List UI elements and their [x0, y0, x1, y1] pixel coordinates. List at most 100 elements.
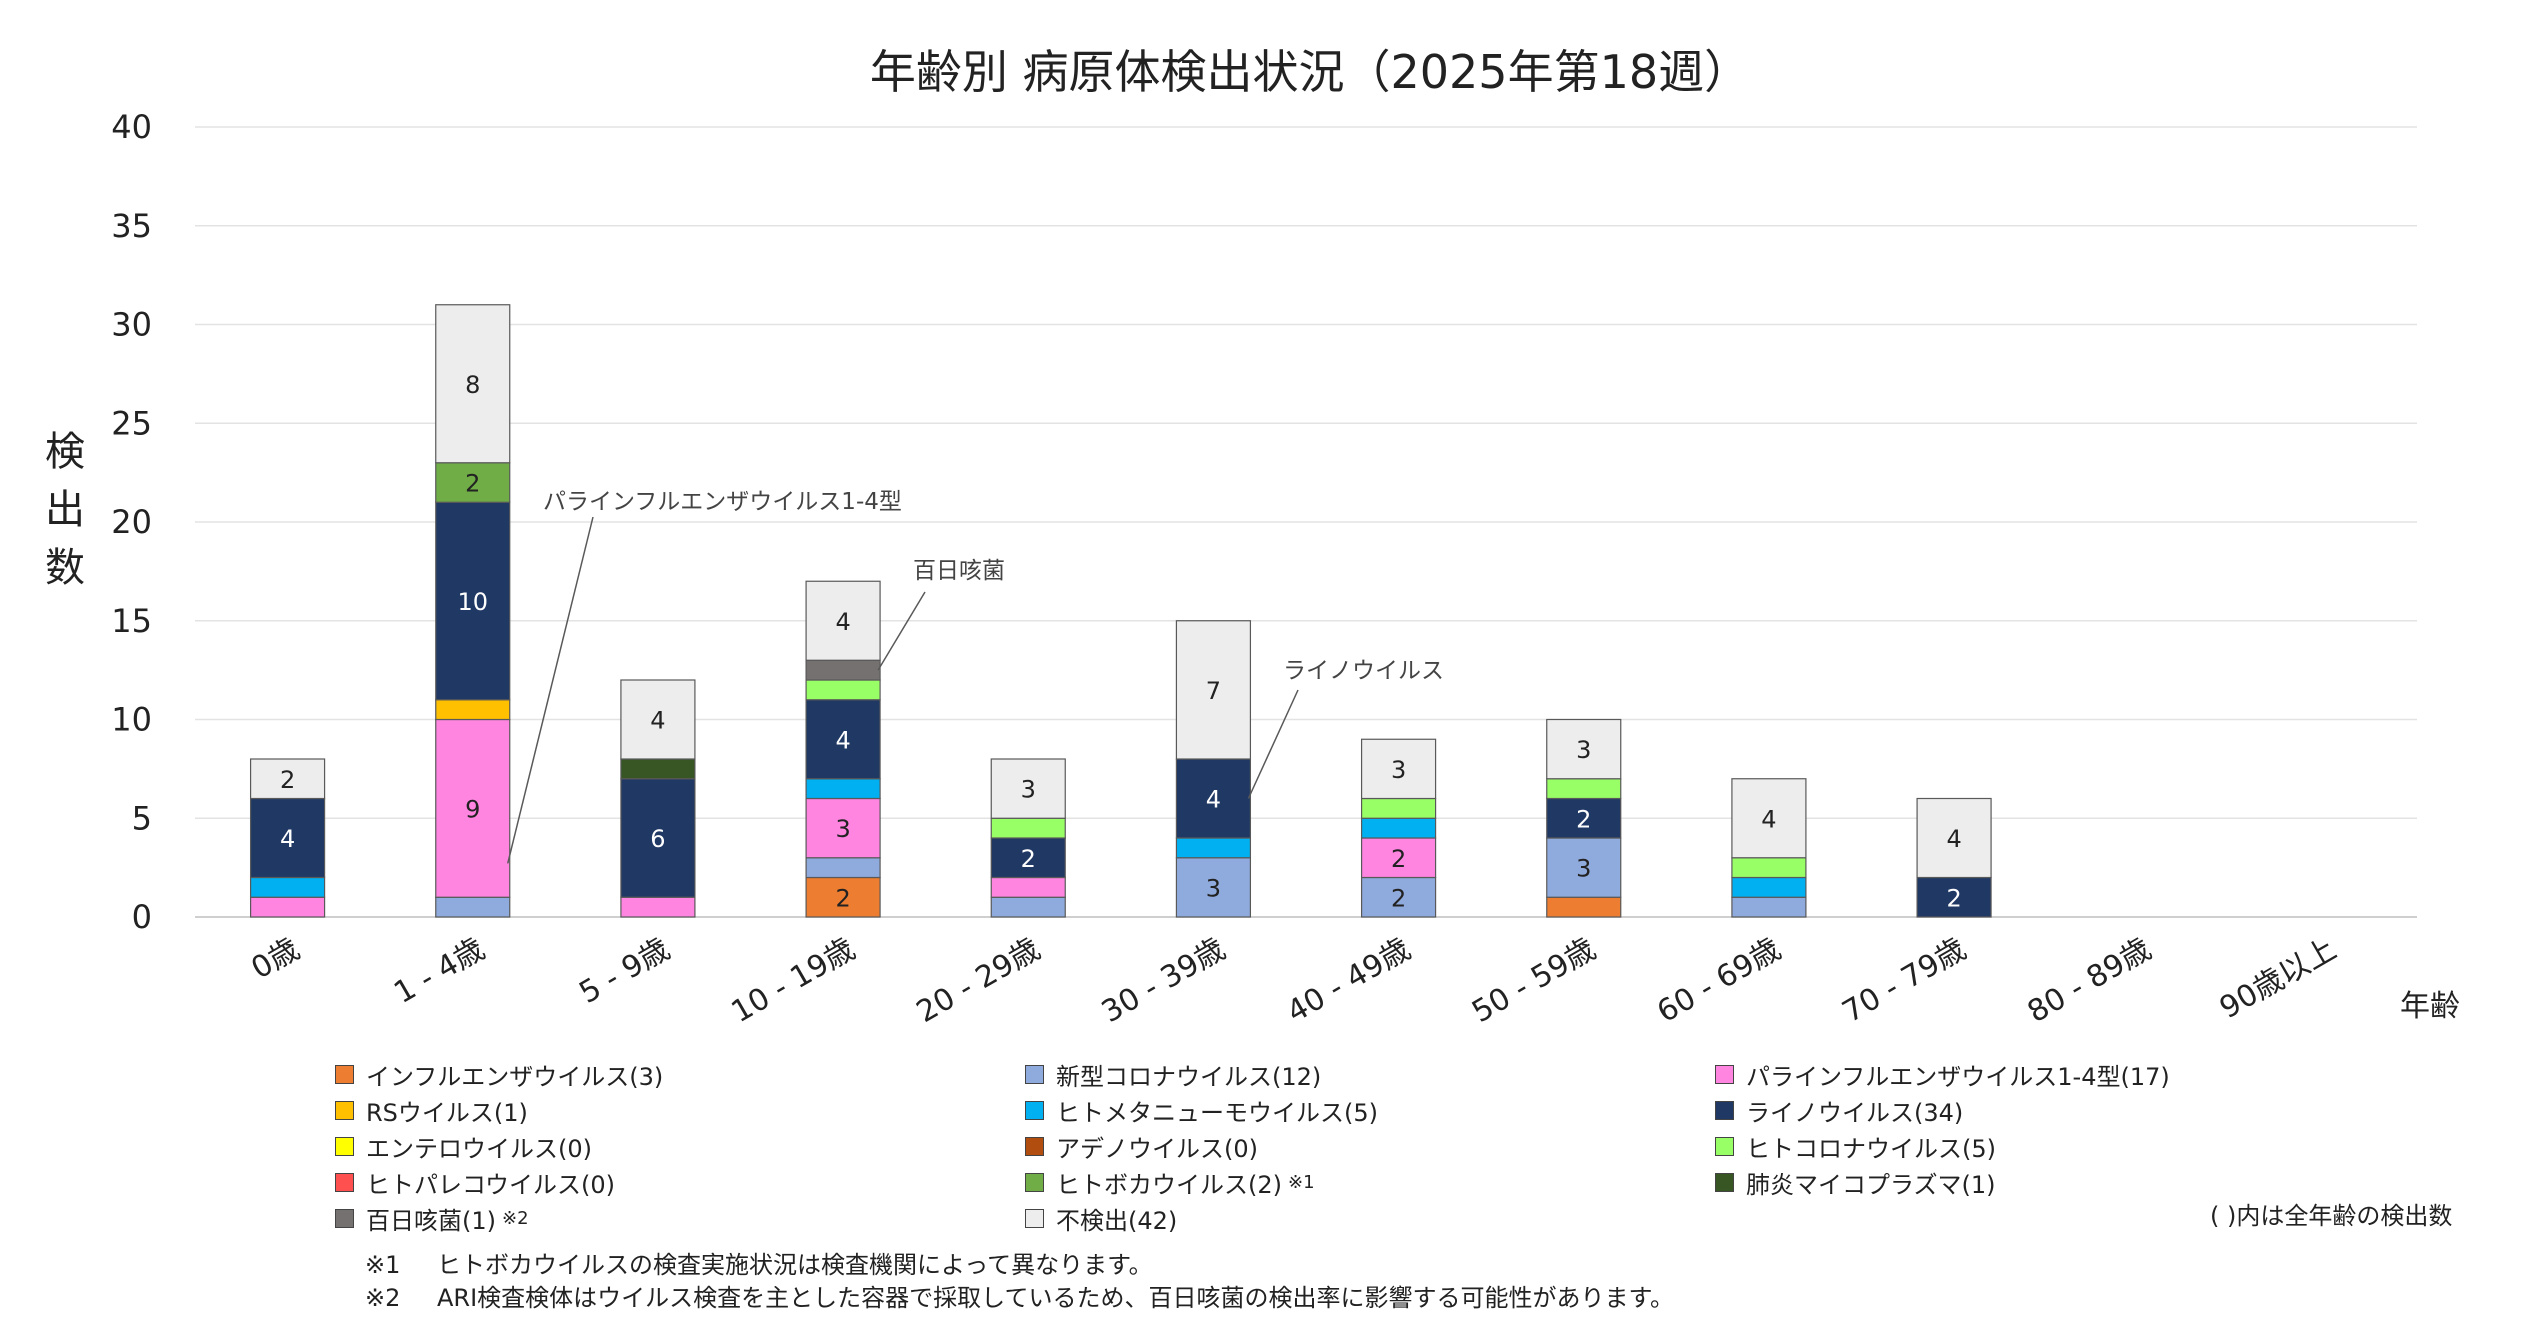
data-label: 10 [457, 588, 488, 616]
footnote-2-mark: ※2 [365, 1284, 401, 1312]
bar-segment [805, 857, 881, 879]
bar-segment [435, 699, 511, 721]
bar-segment [805, 876, 881, 918]
data-label: 6 [650, 825, 665, 853]
legend-label: 百日咳菌(1) [366, 1206, 496, 1235]
bar-segment [1731, 896, 1807, 918]
bar-segment [620, 896, 696, 918]
annotation-leader-line [507, 516, 594, 864]
y-tick-label: 10 [111, 701, 152, 739]
annotation-leader-line [1247, 689, 1299, 799]
data-label: 2 [1576, 805, 1591, 833]
y-tick-label: 0 [132, 898, 152, 936]
bar-segment [1360, 876, 1437, 918]
legend-item: 新型コロナウイルス(12) [1025, 1056, 1715, 1092]
data-label: 2 [1021, 845, 1036, 873]
y-axis-label-char: 数 [45, 545, 85, 591]
bar-segment [1546, 896, 1622, 918]
legend-item: RSウイルス(1) [335, 1092, 1025, 1128]
y-tick-label: 40 [111, 108, 152, 146]
bar-segment [1731, 876, 1807, 898]
legend: インフルエンザウイルス(3) 新型コロナウイルス(12) パラインフルエンザウイルス… [335, 1056, 2515, 1236]
bar-segment [805, 797, 881, 859]
x-tick-label: 90歳以上 [2214, 932, 2343, 1026]
legend-swatch [335, 1208, 354, 1228]
data-label: 4 [835, 726, 850, 754]
y-tick-label: 35 [111, 207, 152, 245]
x-tick-label: 80 - 89歳 [2022, 932, 2157, 1030]
x-tick-label: 60 - 69歳 [1651, 932, 1786, 1030]
legend-swatch [1025, 1136, 1044, 1156]
bar-segment [435, 462, 511, 503]
legend-label: 新型コロナウイルス(12) [1056, 1062, 1322, 1091]
data-label: 3 [1576, 855, 1591, 883]
data-label: 7 [1206, 677, 1221, 705]
x-tick-label: 20 - 29歳 [911, 932, 1046, 1030]
y-tick-label: 20 [111, 503, 152, 541]
legend-item: アデノウイルス(0) [1025, 1128, 1715, 1164]
bar-segment [990, 758, 1066, 819]
data-label: 2 [1391, 845, 1406, 873]
legend-swatch [1025, 1208, 1044, 1228]
legend-item: ヒトボカウイルス(2) ※1 [1025, 1164, 1715, 1200]
bar-segment [435, 718, 511, 898]
chart-title: 年齢別 病原体検出状況（2025年第18週） [870, 45, 1750, 99]
y-tick-label: 30 [111, 306, 152, 344]
bar-segment [805, 778, 881, 800]
data-label: 2 [1946, 884, 1961, 912]
legend-label: 不検出(42) [1056, 1206, 1178, 1235]
x-tick-label: 0歳 [246, 932, 306, 987]
legend-swatch [335, 1100, 354, 1120]
footnote-1: ※1 ヒトボカウイルスの検査実施状況は検査機関によって異なります。 [365, 1249, 1674, 1282]
y-tick-label: 5 [132, 799, 152, 837]
legend-label: 肺炎マイコプラズマ(1) [1746, 1170, 1996, 1199]
legend-item: 不検出(42) [1025, 1200, 1715, 1236]
legend-label: アデノウイルス(0) [1056, 1134, 1258, 1163]
x-tick-label: 70 - 79歳 [1837, 932, 1972, 1030]
bar-segment [620, 679, 696, 760]
legend-item: パラインフルエンザウイルス1-4型(17) [1715, 1056, 2475, 1092]
legend-item: ヒトコロナウイルス(5) [1715, 1128, 2475, 1164]
bar-segment [1360, 837, 1437, 879]
bar-segment [1175, 620, 1252, 760]
annotation-leader-line [877, 591, 926, 671]
legend-note: ※1 [1288, 1171, 1315, 1193]
legend-swatch [1715, 1136, 1734, 1156]
bar-segment [435, 304, 511, 464]
bar-segment [620, 778, 696, 898]
legend-swatch [1025, 1100, 1044, 1120]
y-axis-label-char: 検 [45, 429, 85, 475]
x-tick-label: 1 - 4歳 [388, 932, 490, 1011]
legend-item: ライノウイルス(34) [1715, 1092, 2475, 1128]
bar-segment [1360, 797, 1437, 819]
bar-segment [1916, 797, 1992, 879]
legend-label: RSウイルス(1) [366, 1098, 528, 1127]
data-label: 8 [465, 371, 480, 399]
data-label: 3 [1391, 756, 1406, 784]
bar-segment [1731, 857, 1807, 879]
bar-segment [620, 758, 696, 780]
data-label: 4 [1761, 805, 1776, 833]
legend-label: ヒトコロナウイルス(5) [1746, 1134, 1996, 1163]
legend-swatch [335, 1064, 354, 1084]
annotation-label: 百日咳菌 [913, 558, 1005, 584]
legend-swatch [1025, 1064, 1044, 1084]
legend-swatch [1715, 1064, 1734, 1084]
footnote-2-text: ARI検査検体はウイルス検査を主とした容器で採取しているため、百日咳菌の検出率に… [437, 1284, 1675, 1312]
data-label: 3 [1576, 736, 1591, 764]
bar-segment [1546, 797, 1622, 839]
bar-segment [805, 679, 881, 701]
data-label: 2 [465, 470, 480, 498]
x-tick-label: 40 - 49歳 [1281, 932, 1416, 1030]
bar-segment [249, 896, 326, 918]
legend-swatch [335, 1172, 354, 1192]
y-tick-label: 25 [111, 404, 152, 442]
bar-segment [249, 797, 326, 879]
legend-label: エンテロウイルス(0) [366, 1134, 592, 1163]
data-label: 3 [1206, 874, 1221, 902]
data-label: 3 [835, 815, 850, 843]
data-label: 4 [1206, 786, 1221, 814]
bar-segment [1916, 876, 1992, 918]
annotation-label: パラインフルエンザウイルス1-4型 [543, 489, 902, 515]
